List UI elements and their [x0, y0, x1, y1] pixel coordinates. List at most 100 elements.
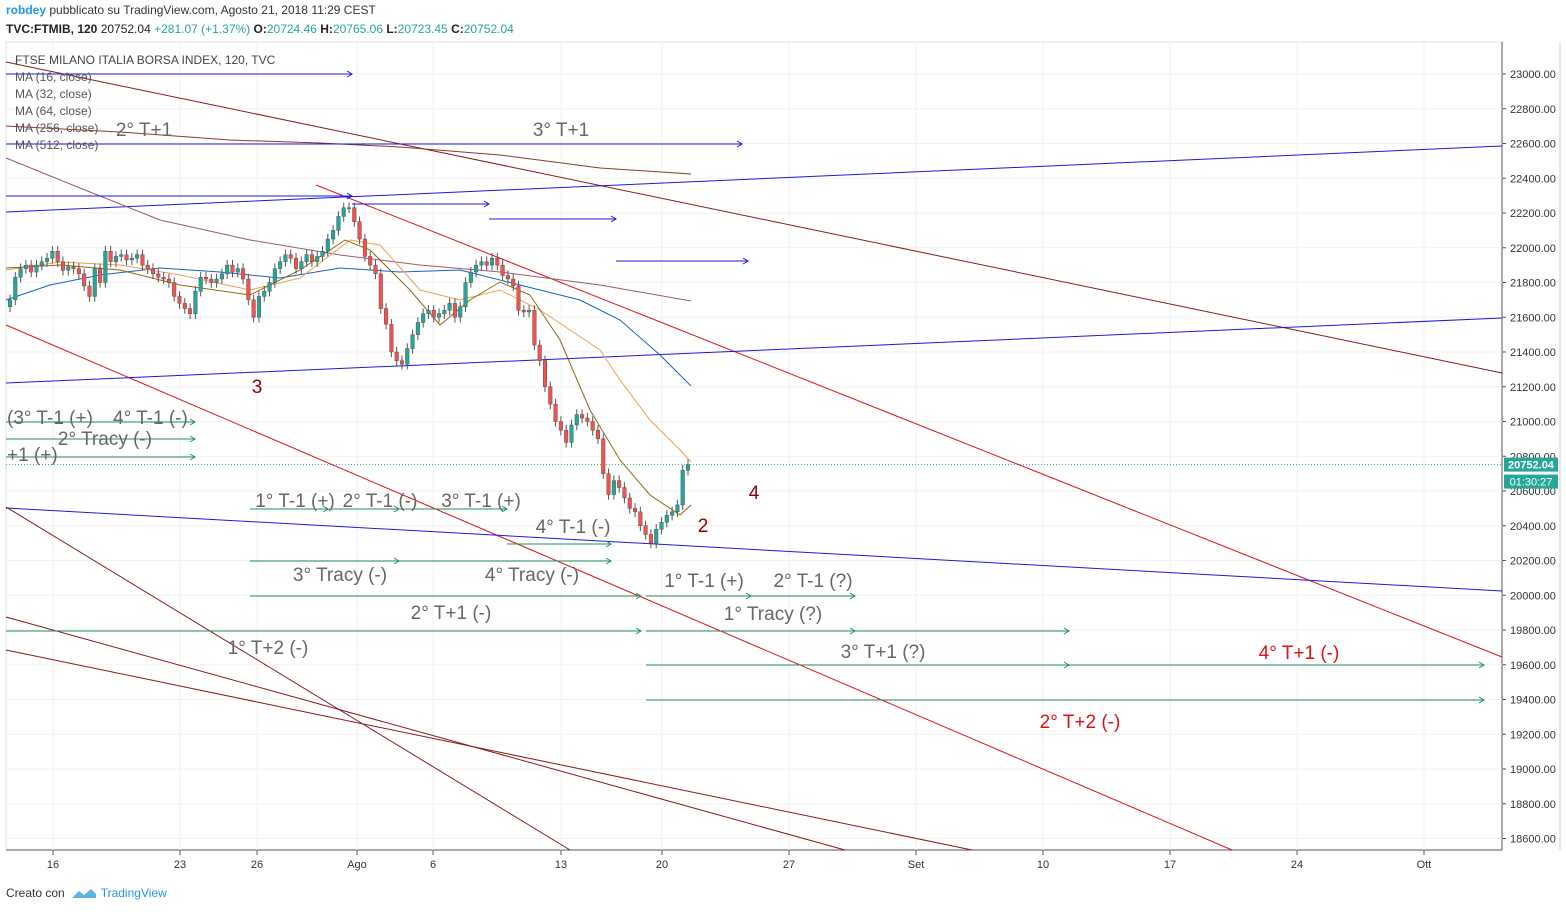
- candle-body: [458, 306, 463, 318]
- publish-info: pubblicato su TradingView.com, Agosto 21…: [49, 3, 376, 17]
- candle-body: [553, 403, 558, 422]
- candle-body: [389, 324, 394, 353]
- cycle-annotation: 3° T+1 (?): [841, 642, 926, 663]
- candle-body: [145, 264, 150, 269]
- close-value: 20752.04: [463, 22, 514, 36]
- last-price-tag-text: 20752.04: [1508, 460, 1555, 472]
- y-tick-label: 19800.00: [1510, 625, 1556, 637]
- candle-body: [601, 438, 606, 474]
- x-tick-label: 17: [1164, 859, 1176, 871]
- candle-body: [177, 296, 182, 304]
- wave-label: 4: [749, 483, 760, 504]
- open-label: O:: [253, 22, 267, 36]
- legend-ma64[interactable]: MA (64, close): [15, 104, 92, 118]
- blue-range-arrow-head: [483, 200, 490, 208]
- wave-label: 3: [252, 377, 263, 398]
- high-value: 20765.06: [332, 22, 383, 36]
- candle-body: [675, 504, 680, 513]
- legend-ma32[interactable]: MA (32, close): [15, 87, 92, 101]
- low-value: 20723.45: [397, 22, 448, 36]
- candle-body: [638, 511, 643, 526]
- countdown-tag: [1504, 474, 1558, 489]
- y-tick-label: 23000.00: [1510, 69, 1556, 81]
- candle-body: [468, 271, 473, 283]
- darkred-trendline-lower-3: [5, 649, 973, 851]
- candle-body: [452, 303, 457, 318]
- candle-body: [288, 254, 293, 259]
- candle-body: [500, 264, 505, 276]
- legend-ma512[interactable]: MA (512, close): [15, 138, 99, 152]
- candle-body: [569, 424, 574, 443]
- cycle-annotation: 1° T+2 (-): [228, 638, 309, 659]
- cycle-annotation: 2° T+1: [116, 120, 172, 141]
- cycle-annotation: 1° T-1 (+): [255, 491, 335, 512]
- candle-body: [283, 254, 288, 262]
- darkred-trendline-lower-2: [5, 616, 846, 851]
- candle-body: [527, 310, 532, 313]
- candle-body: [119, 254, 124, 257]
- green-range-arrow-head: [189, 435, 196, 443]
- candle-body: [331, 230, 336, 240]
- candle-body: [82, 273, 87, 287]
- candle-body: [299, 261, 304, 269]
- cycle-annotation: 4° T-1 (-): [536, 517, 611, 538]
- candle-body: [463, 282, 468, 308]
- candle-body: [246, 278, 251, 301]
- candle-body: [633, 508, 638, 513]
- candle-body: [7, 299, 12, 308]
- candle-body: [203, 277, 208, 280]
- candle-body: [617, 480, 622, 488]
- candle-body: [415, 322, 420, 335]
- green-range-arrow-head: [1478, 661, 1485, 669]
- author-link[interactable]: robdey: [6, 3, 47, 17]
- candle-body: [352, 207, 357, 222]
- candle-body: [108, 251, 113, 262]
- candle-body: [188, 308, 193, 314]
- candle-body: [362, 238, 367, 257]
- ma32-line: [5, 239, 692, 463]
- y-tick-label: 20600.00: [1510, 486, 1556, 498]
- x-tick-label: 6: [430, 859, 436, 871]
- x-tick-label: 27: [783, 859, 795, 871]
- cycle-annotation-red: 2° T+2 (-): [1040, 712, 1121, 733]
- ma256-line: [5, 157, 692, 302]
- candle-body: [580, 414, 585, 419]
- x-tick-label: Ago: [347, 859, 367, 871]
- candle-body: [87, 285, 92, 297]
- legend-ma16[interactable]: MA (16, close): [15, 70, 92, 84]
- candle-body: [373, 264, 378, 275]
- candle-body: [516, 285, 521, 311]
- green-range-arrow-head: [605, 540, 612, 548]
- created-with-label: Creato con: [6, 886, 65, 900]
- low-label: L:: [386, 22, 398, 36]
- cycle-annotation: 2° T-1 (?): [773, 571, 852, 592]
- cycle-annotation: 1° Tracy (?): [724, 604, 822, 625]
- candle-body: [654, 529, 659, 544]
- time-arrows: [6, 70, 1485, 704]
- legend-ma256[interactable]: MA (256, close): [15, 121, 99, 135]
- y-tick-label: 20400.00: [1510, 521, 1556, 533]
- trend-lines: [5, 61, 1503, 851]
- darkred-trendline-lower-1: [5, 506, 571, 851]
- y-tick-label: 22000.00: [1510, 243, 1556, 255]
- tradingview-link[interactable]: TradingView: [100, 886, 167, 900]
- candle-body: [209, 278, 214, 283]
- change-label: +281.07 (+1.37%): [154, 22, 251, 36]
- candle-body: [262, 290, 267, 297]
- candle-body: [399, 360, 404, 365]
- candle-body: [590, 421, 595, 431]
- candle-body: [34, 264, 39, 273]
- candle-body: [659, 522, 664, 530]
- ohlc-line: TVC:FTMIB, 120 20752.04 +281.07 (+1.37%)…: [6, 22, 514, 36]
- candle-body: [76, 268, 81, 275]
- candle-body: [140, 254, 145, 266]
- candle-body: [490, 257, 495, 266]
- cycle-annotation: 2° T+1 (-): [411, 603, 492, 624]
- candle-body: [294, 257, 299, 269]
- candle-body: [521, 310, 526, 313]
- blue-trendline-bottom: [5, 507, 1503, 592]
- candle-body: [347, 207, 352, 209]
- candle-body: [405, 348, 410, 365]
- open-value: 20724.46: [266, 22, 317, 36]
